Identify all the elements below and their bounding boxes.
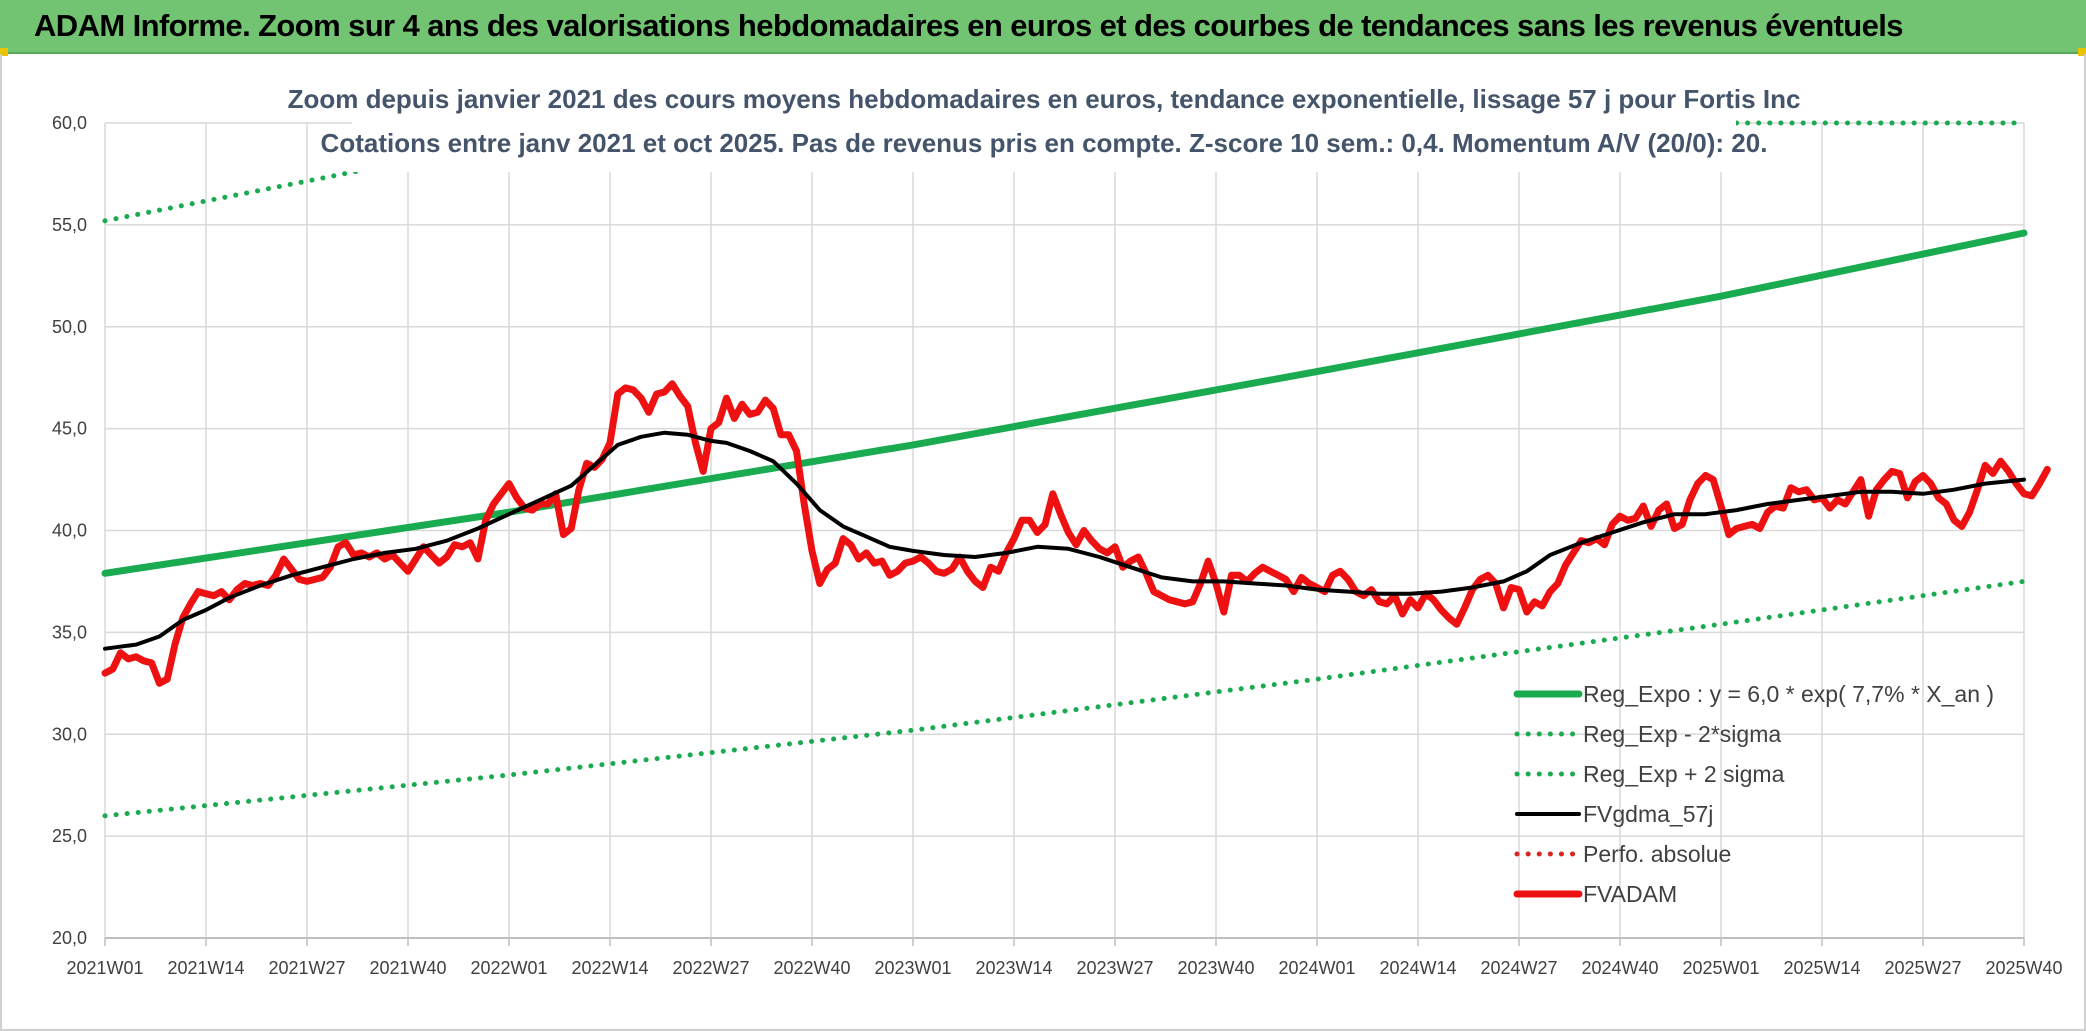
x-tick-label: 2022W27	[672, 958, 749, 978]
y-tick-label: 50,0	[52, 317, 87, 337]
x-tick-label: 2023W40	[1177, 958, 1254, 978]
x-tick-label: 2022W40	[773, 958, 850, 978]
x-tick-label: 2024W27	[1480, 958, 1557, 978]
legend-label: Reg_Exp + 2 sigma	[1583, 761, 1785, 787]
subtitle-background	[352, 74, 1736, 172]
legend-label: Reg_Expo : y = 6,0 * exp( 7,7% * X_an )	[1583, 681, 1994, 707]
series-layer	[101, 120, 2051, 819]
x-axis-ticks: 2021W01 2021W14 2021W27 2021W40 2022W01 2022W…	[66, 958, 2062, 978]
page-title: ADAM Informe. Zoom sur 4 ans des valoris…	[34, 8, 1904, 43]
legend-label: Perfo. absolue	[1583, 841, 1731, 867]
x-tick-label: 2023W14	[975, 958, 1052, 978]
x-tick-label: 2025W14	[1783, 958, 1860, 978]
chart-frame	[0, 54, 2086, 1031]
series-line-reg-expo-y-6-0-exp-7-7-x-an	[101, 229, 2028, 577]
chart-subtitle: Cotations entre janv 2021 et oct 2025. P…	[321, 128, 1768, 158]
header-bar: ADAM Informe. Zoom sur 4 ans des valoris…	[0, 0, 2086, 54]
y-tick-label: 40,0	[52, 521, 87, 541]
corner-marker-right	[2078, 48, 2086, 56]
y-tick-label: 35,0	[52, 622, 87, 642]
series-line-fvadam	[101, 380, 2051, 687]
series-line-fvgdma-57j	[103, 430, 2026, 651]
y-tick-label: 20,0	[52, 928, 87, 948]
legend-label: Reg_Exp - 2*sigma	[1583, 721, 1781, 747]
legend: Reg_Expo : y = 6,0 * exp( 7,7% * X_an ) R…	[1513, 681, 1994, 907]
x-tick-label: 2021W40	[369, 958, 446, 978]
y-tick-label: 45,0	[52, 419, 87, 439]
x-tick-label: 2023W27	[1076, 958, 1153, 978]
legend-label: FVADAM	[1583, 881, 1677, 907]
x-tick-label: 2024W01	[1278, 958, 1355, 978]
x-tick-label: 2025W40	[1985, 958, 2062, 978]
y-tick-label: 25,0	[52, 826, 87, 846]
y-axis-ticks: 20,0 25,0 30,0 35,0 40,0 45,0 50,0 55,0 60,0	[52, 113, 87, 948]
series-line-reg-exp-2-sigma	[102, 578, 2027, 819]
x-tick-label: 2021W14	[167, 958, 244, 978]
x-tick-label: 2023W01	[874, 958, 951, 978]
chart-title: Zoom depuis janvier 2021 des cours moyen…	[288, 84, 1801, 114]
grid-lines	[104, 122, 2025, 946]
x-tick-label: 2025W27	[1884, 958, 1961, 978]
legend-label: FVgdma_57j	[1583, 801, 1713, 827]
x-tick-label: 2021W01	[66, 958, 143, 978]
x-tick-label: 2024W14	[1379, 958, 1456, 978]
x-tick-label: 2022W01	[470, 958, 547, 978]
x-tick-label: 2024W40	[1581, 958, 1658, 978]
y-tick-label: 60,0	[52, 113, 87, 133]
x-tick-label: 2022W14	[571, 958, 648, 978]
x-tick-label: 2025W01	[1682, 958, 1759, 978]
x-tick-label: 2021W27	[268, 958, 345, 978]
y-tick-label: 30,0	[52, 724, 87, 744]
corner-marker-left	[0, 48, 8, 56]
y-tick-label: 55,0	[52, 215, 87, 235]
